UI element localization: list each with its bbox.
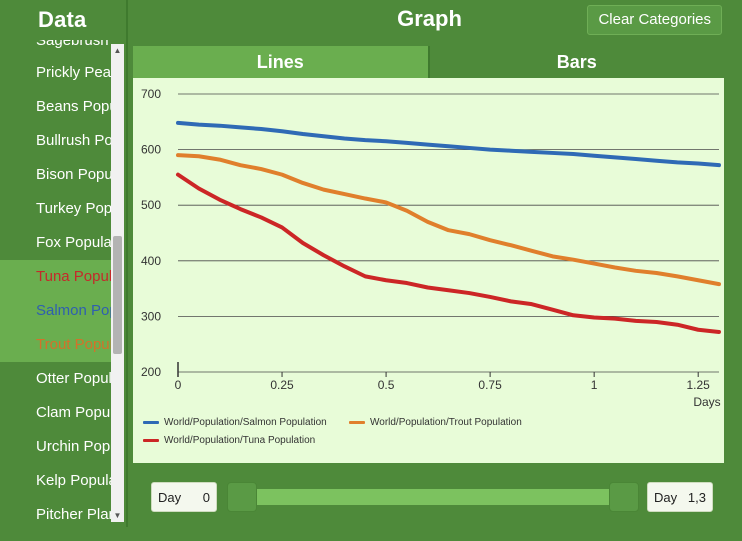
data-item-urchin[interactable]: Urchin Population [36,438,112,455]
data-item-beans[interactable]: Beans Population [36,98,112,115]
start-day-field[interactable]: Day 0 [151,482,217,512]
tab-bars[interactable]: Bars [429,46,724,78]
x-tick-label: 0 [175,378,182,392]
slider-track[interactable] [231,489,631,505]
data-item-tuna[interactable]: Tuna Population [0,260,112,294]
end-day-field[interactable]: Day 1,3 [647,482,713,512]
y-tick-label: 400 [141,254,161,268]
slider-start-handle[interactable] [227,482,257,512]
legend-label-salmon: World/Population/Salmon Population [164,417,327,428]
data-item-kelp[interactable]: Kelp Population [36,472,112,489]
data-item-otter[interactable]: Otter Population [36,370,112,387]
graph-title: Graph [397,6,462,31]
y-tick-label: 500 [141,198,161,212]
data-item-pitcher-plant[interactable]: Pitcher Plant Population [36,506,112,523]
y-tick-label: 700 [141,87,161,101]
series-line-tuna [176,172,721,334]
x-tick-label: 0.75 [478,378,502,392]
legend-item-trout: World/Population/Trout Population [349,417,522,428]
scrollbar-thumb[interactable] [113,236,122,354]
legend-item-salmon: World/Population/Salmon Population [143,417,327,428]
data-item-bullrush[interactable]: Bullrush Population [36,132,112,149]
x-tick-label: 0.25 [270,378,294,392]
legend-swatch-salmon [143,421,159,424]
data-item-clam[interactable]: Clam Population [36,404,112,421]
x-tick-label: 1.25 [687,378,711,392]
clear-categories-button[interactable]: Clear Categories [587,5,722,35]
legend-label-tuna: World/Population/Tuna Population [164,435,316,446]
tab-lines[interactable]: Lines [133,46,428,78]
data-panel: Data Sagebrush Population Prickly Pear P… [0,0,128,527]
graph-panel: Graph Clear Categories Lines Bars 200 300… [131,0,728,527]
data-item-prickly-pear[interactable]: Prickly Pear Population [36,64,112,81]
series-line-trout [176,153,721,287]
data-item-bison[interactable]: Bison Population [36,166,112,183]
data-item-salmon[interactable]: Salmon Population [0,294,112,328]
start-day-value: 0 [202,490,210,505]
legend-item-tuna: World/Population/Tuna Population [143,435,315,446]
plot-area: 200 300 400 500 600 700 0 0.25 0.5 0.75 1 1.25 Days … [133,78,724,463]
line-chart: 200 300 400 500 600 700 0 0.25 0.5 0.75 1 1.25 Days [141,87,721,409]
x-tick-label: 0.5 [378,378,395,392]
y-tick-label: 600 [141,143,161,157]
end-day-label: Day [654,490,678,505]
y-tick-label: 300 [141,309,161,323]
day-range-slider: Day 0 Day 1,3 [133,470,724,522]
data-panel-title: Data [38,7,87,32]
scroll-up-icon[interactable]: ▲ [113,46,122,55]
scroll-down-icon[interactable]: ▼ [113,511,122,520]
legend-swatch-trout [349,421,365,424]
start-day-label: Day [158,490,182,505]
data-item-trout[interactable]: Trout Population [0,328,112,362]
tab-divider [427,46,430,78]
series-line-salmon [176,120,721,168]
x-tick-label: 1 [591,378,598,392]
y-tick-label: 200 [141,365,161,379]
graph-header: Graph Clear Categories [131,0,728,40]
legend-label-trout: World/Population/Trout Population [370,417,522,428]
graph-tabs: Lines Bars [133,46,724,78]
end-day-value: 1,3 [687,490,706,505]
data-item-fox[interactable]: Fox Population [36,234,112,251]
data-item-sagebrush[interactable]: Sagebrush Population [36,40,112,49]
data-item-turkey[interactable]: Turkey Population [36,200,112,217]
data-list-scrollbar[interactable]: ▲ ▼ [111,44,124,522]
legend-swatch-tuna [143,439,159,442]
slider-end-handle[interactable] [609,482,639,512]
x-axis-label: Days [693,395,720,409]
data-list: Sagebrush Population Prickly Pear Popula… [0,40,126,527]
